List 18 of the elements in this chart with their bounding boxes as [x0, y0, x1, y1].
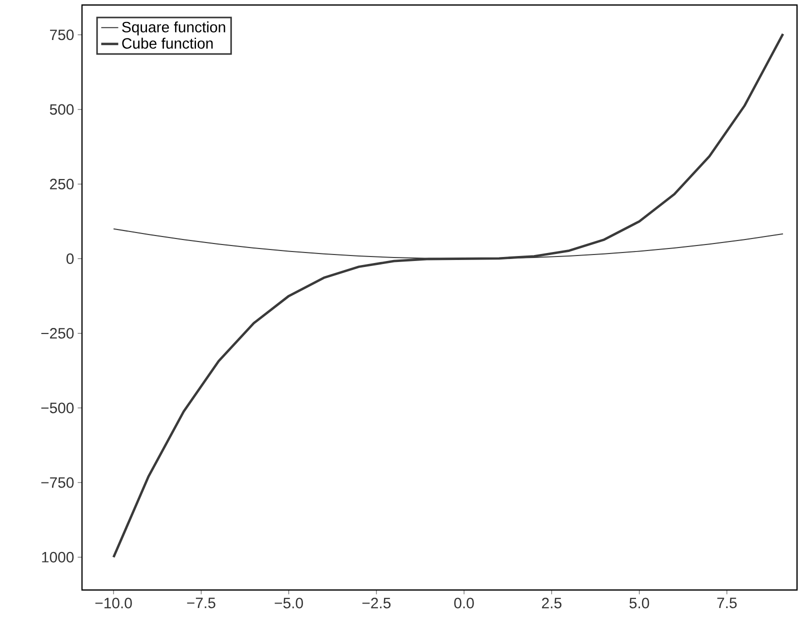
y-tick-label: −500 — [41, 402, 74, 414]
x-tick-label: −10.0 — [95, 598, 132, 608]
x-tick-label: −7.5 — [187, 598, 216, 608]
y-tick-label: 500 — [50, 104, 74, 115]
y-tick-label: 0 — [66, 253, 74, 264]
x-tick-label: −2.5 — [362, 598, 391, 608]
x-tick-label: 2.5 — [542, 598, 562, 608]
x-tick-label: 5.0 — [629, 598, 650, 608]
x-tick-label: 7.5 — [717, 598, 737, 608]
legend-label: Square function — [122, 21, 226, 36]
y-tick-label: 250 — [50, 178, 74, 190]
y-tick-label: 750 — [50, 30, 74, 40]
x-tick-label: 0.0 — [454, 598, 474, 608]
y-tick-label: −750 — [41, 477, 74, 488]
x-tick-label: −5.0 — [274, 598, 303, 608]
legend-label: Cube function — [122, 38, 213, 49]
y-tick-label: −250 — [41, 328, 74, 339]
y-tick-label: 1000 — [42, 552, 74, 562]
